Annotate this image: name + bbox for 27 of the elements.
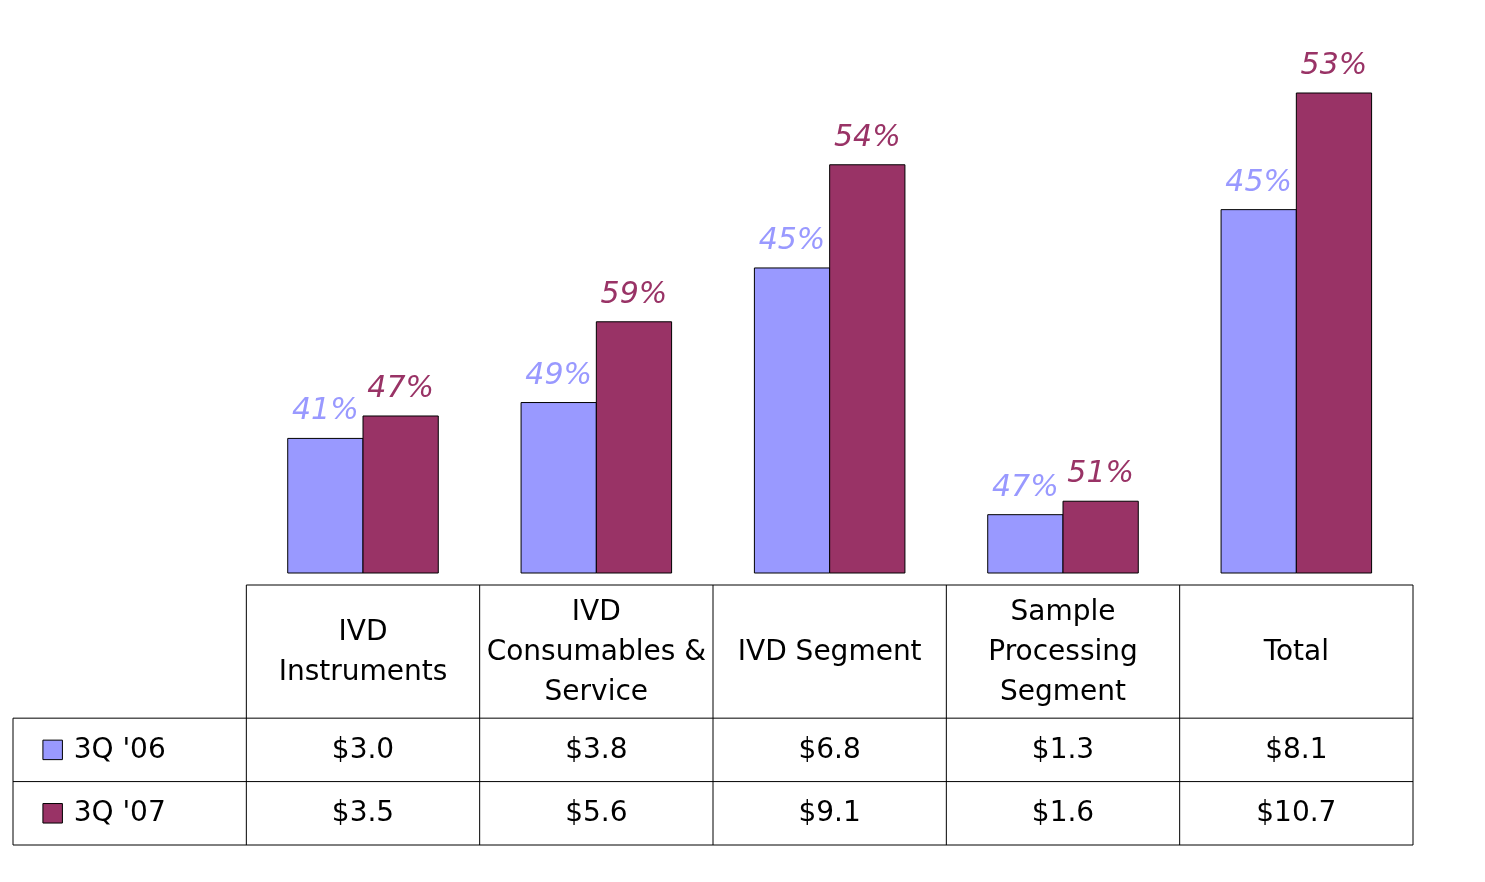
data-label: $3.0 — [331, 731, 395, 765]
annotation: 53% — [1300, 46, 1368, 81]
data-label: $5.6 — [565, 795, 628, 829]
data-label: $3.5 — [331, 795, 395, 829]
annotation: 47% — [367, 368, 434, 404]
annotation: 45% — [1225, 162, 1293, 198]
x-tick-label: IVD Segment — [737, 633, 922, 667]
data-label: $1.3 — [1031, 731, 1095, 765]
legend-label: 3Q '07 — [73, 795, 166, 829]
x-tick-label: IVD Instruments — [278, 613, 448, 687]
data-label: $8.1 — [1265, 731, 1328, 765]
data-label: $10.7 — [1256, 795, 1337, 829]
x-tick-label: IVD Consumables & Service — [486, 593, 706, 707]
data-label: $6.8 — [798, 731, 861, 765]
annotation: 59% — [600, 274, 668, 310]
annotation: 49% — [525, 355, 593, 391]
annotation: 45% — [758, 220, 826, 256]
annotation: 47% — [992, 467, 1059, 503]
annotation: 41% — [292, 391, 359, 427]
data-label: $1.6 — [1031, 795, 1095, 829]
x-tick-label: Total — [1262, 633, 1330, 667]
data-label: $3.8 — [565, 731, 628, 765]
legend-label: 3Q '06 — [73, 731, 166, 765]
annotation: 54% — [833, 117, 901, 153]
x-tick-label: Sample Processing Segment — [988, 593, 1138, 707]
annotation: 51% — [1067, 454, 1134, 490]
data-label: $9.1 — [798, 795, 861, 829]
